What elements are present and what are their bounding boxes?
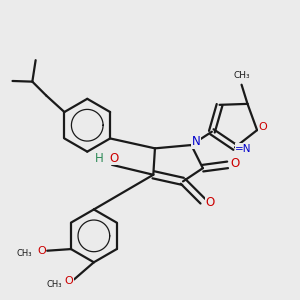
Text: O: O <box>109 152 118 165</box>
Text: O: O <box>65 276 74 286</box>
Text: CH₃: CH₃ <box>233 71 250 80</box>
Text: N: N <box>192 135 201 148</box>
Text: O: O <box>206 196 215 209</box>
Text: CH₃: CH₃ <box>46 280 62 289</box>
Text: O: O <box>37 246 46 256</box>
Text: CH₃: CH₃ <box>17 249 32 258</box>
Text: H: H <box>94 152 103 165</box>
Text: O: O <box>259 122 267 132</box>
Text: =N: =N <box>235 144 251 154</box>
Text: O: O <box>230 157 239 170</box>
